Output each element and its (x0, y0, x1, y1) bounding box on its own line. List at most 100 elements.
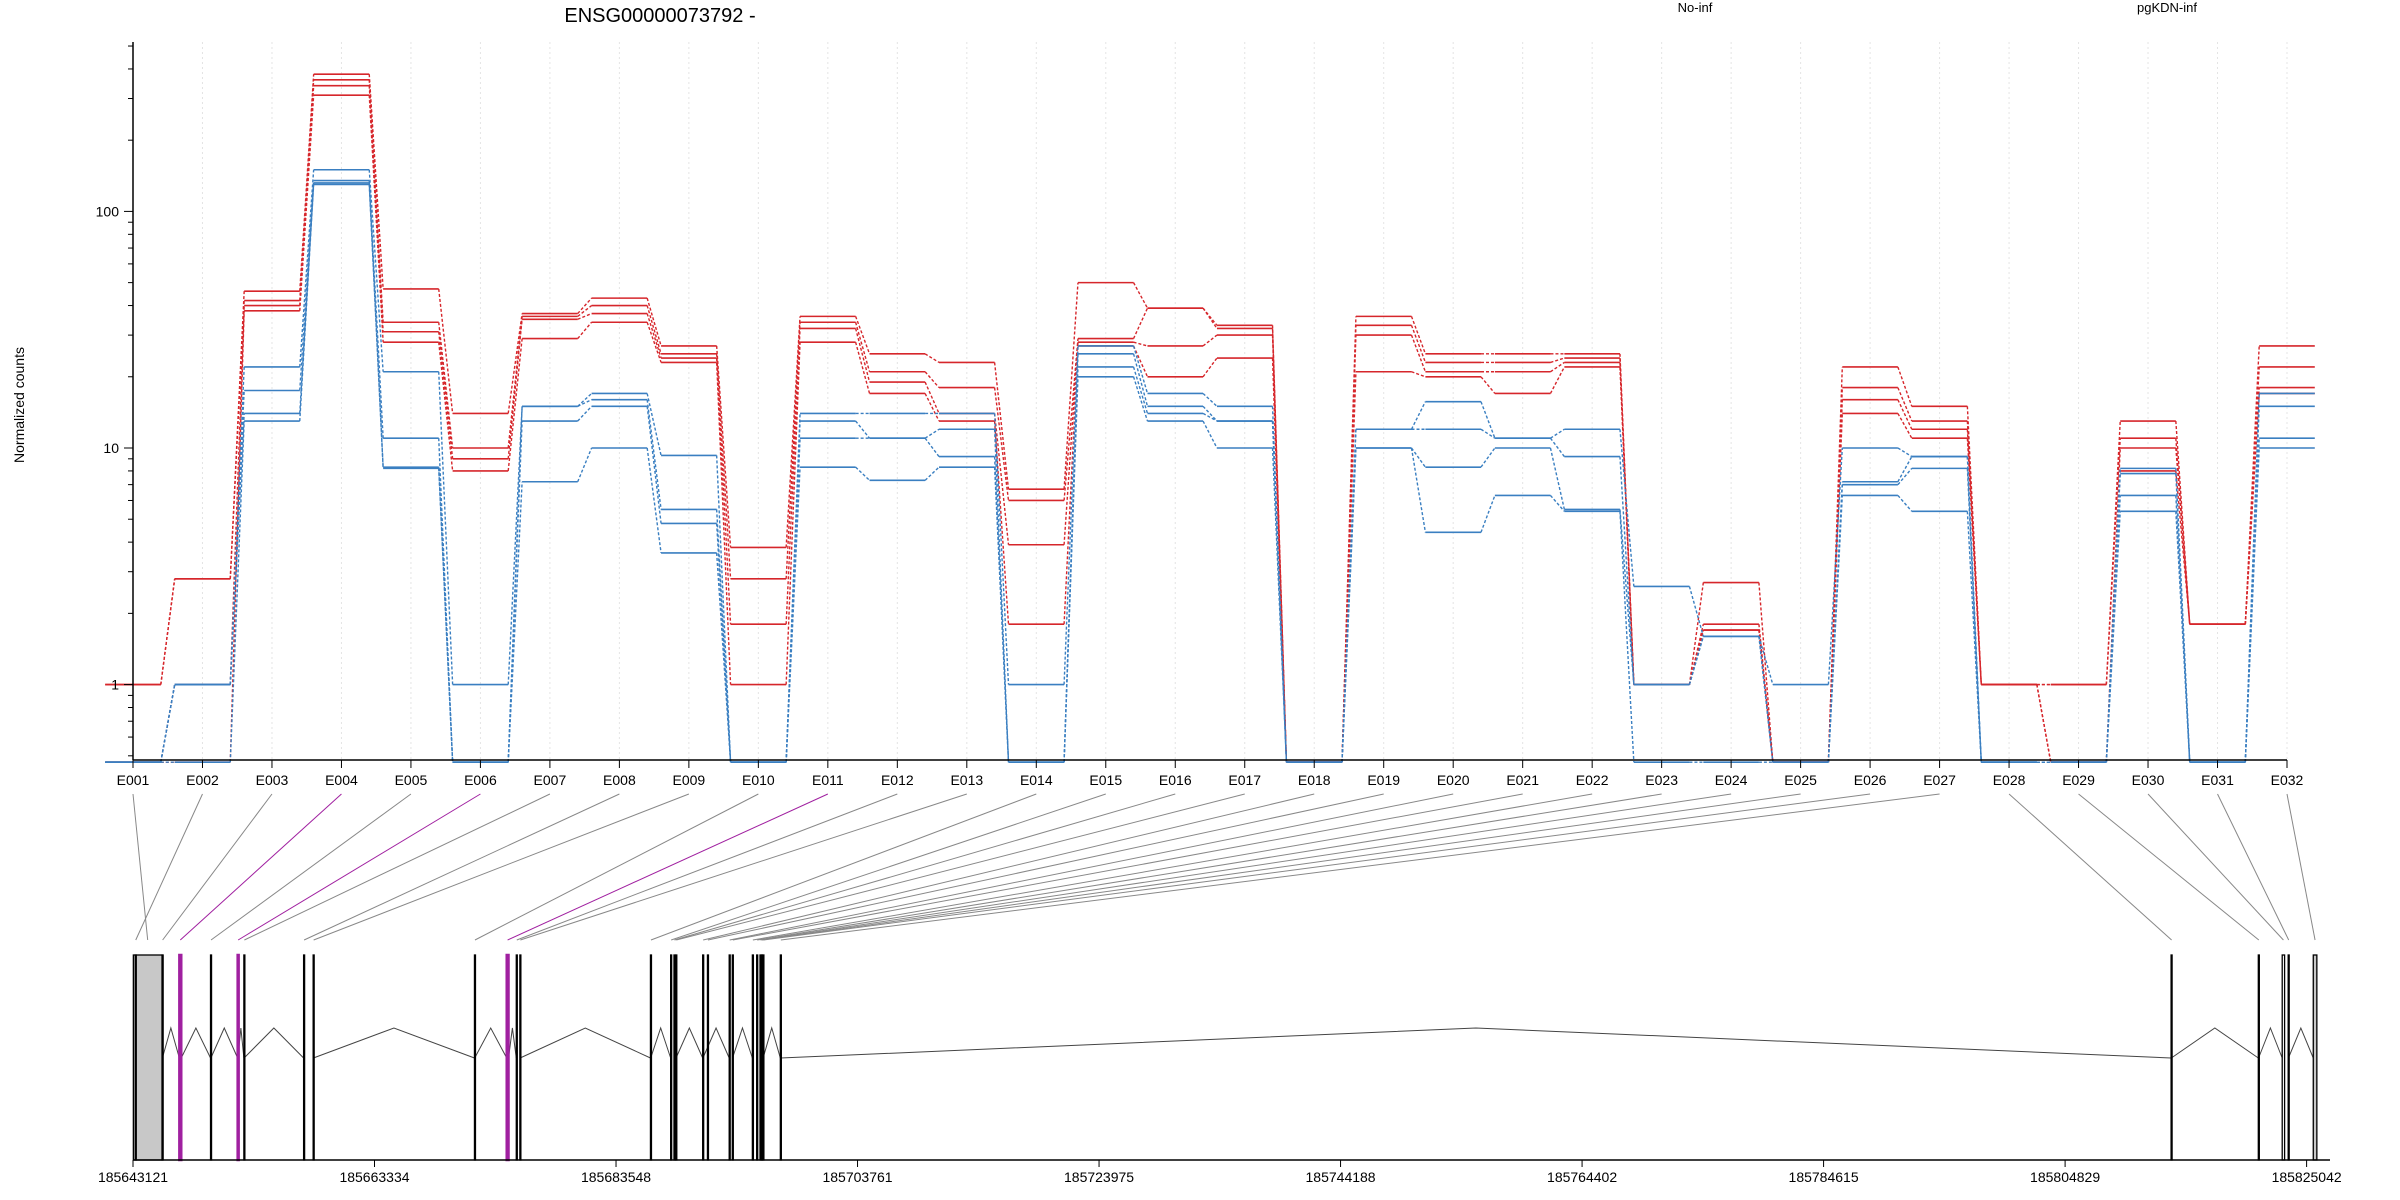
legend-entry-pgkdn-inf: pgKDN-inf (2137, 0, 2197, 15)
y-axis-label: Normalized counts (11, 347, 27, 463)
connector-e026-s2 (1897, 399, 1913, 430)
genomic-tick-label-1: 185663334 (339, 1169, 409, 1185)
x-tick-label-e011: E011 (812, 772, 844, 788)
connector-e004-s3 (368, 95, 384, 343)
connector-e026-s1 (1897, 387, 1913, 422)
connector-e026-s6 (1897, 467, 1913, 486)
connector-e005-s1 (438, 322, 454, 449)
x-tick-label-e024: E024 (1715, 772, 1748, 788)
connector-e015-s0 (1132, 282, 1149, 309)
connector-e012-s7 (924, 466, 940, 481)
connector-e023-s4 (1688, 586, 1705, 637)
connector-e019-s7 (1410, 447, 1427, 533)
connector-e008-s3 (646, 322, 662, 363)
connector-e031-s3 (2244, 393, 2260, 625)
link-e011 (507, 793, 829, 941)
x-tick-label-e012: E012 (881, 772, 914, 788)
x-tick-label-e008: E008 (603, 772, 636, 788)
connector-e002-s6 (229, 413, 245, 685)
connector-e014-s0 (1063, 282, 1079, 490)
exon-e013 (519, 954, 522, 1161)
connector-e007-s1 (577, 304, 593, 317)
connector-e023-s0 (1688, 582, 1705, 685)
connector-e010-s2 (785, 328, 801, 625)
connector-e010-s7 (785, 467, 801, 763)
link-e014 (650, 793, 1037, 941)
connector-e020-s6 (1480, 447, 1496, 468)
connector-e002-s3 (229, 310, 245, 763)
exon-e019 (706, 954, 710, 1161)
x-tick-label-e023: E023 (1645, 772, 1678, 788)
genomic-tick-label-3: 185703761 (822, 1169, 892, 1185)
exon-e014 (649, 954, 653, 1161)
x-tick-label-e028: E028 (1993, 772, 2026, 788)
connector-e020-s4 (1480, 401, 1496, 439)
connector-e009-s3 (715, 362, 732, 685)
connector-e015-s6 (1132, 366, 1149, 414)
link-e005 (210, 793, 412, 941)
junction-8 (519, 1027, 651, 1059)
connector-e021-s6 (1549, 447, 1566, 510)
connector-e006-s7 (507, 481, 523, 763)
x-tick-label-e021: E021 (1506, 772, 1539, 788)
link-e024 (760, 793, 1732, 941)
connector-e014-s1 (1063, 338, 1079, 501)
connector-e007-s5 (577, 399, 592, 407)
gene-model (132, 953, 2318, 1162)
connector-e016-s3 (1202, 357, 1218, 378)
genomic-tick-label-2: 185683548 (581, 1169, 651, 1185)
connector-e016-s1 (1202, 307, 1218, 329)
x-tick-label-e002: E002 (186, 772, 219, 788)
exon-e002 (134, 954, 137, 1161)
connector-e019-s4 (1410, 401, 1427, 430)
y-tick-label-10: 10 (103, 440, 119, 456)
x-tick-label-e014: E014 (1020, 772, 1053, 788)
connector-e007-s0 (577, 297, 593, 315)
connector-e030-s0 (2175, 420, 2191, 625)
connector-e012-s6 (924, 437, 940, 457)
junction-9 (650, 1026, 672, 1059)
connector-e015-s5 (1132, 353, 1149, 407)
connector-e024-s6 (1758, 636, 1774, 763)
connector-e008-s4 (646, 393, 662, 456)
connector-e024-s4 (1758, 636, 1774, 685)
x-tick-label-e016: E016 (1159, 772, 1192, 788)
connector-e016-s4 (1202, 392, 1218, 407)
junction-6 (474, 1026, 508, 1059)
connector-e011-s0 (854, 316, 871, 355)
exon-e008 (302, 954, 306, 1161)
connector-e006-s0 (507, 313, 523, 414)
junction-5 (313, 1027, 475, 1059)
connector-e005-s7 (438, 468, 454, 763)
exon-e018 (702, 954, 705, 1161)
exon-e022 (751, 954, 755, 1161)
chart-title: ENSG00000073792 - (564, 5, 755, 27)
series-replicate-5 (105, 179, 2315, 763)
connector-e025-s3 (1827, 413, 1844, 763)
connector-e023-s6 (1688, 636, 1705, 685)
x-axis-ticks: E001 E002 E003 E004 E005 E006 E007 E008 E009 E010… (117, 760, 2304, 788)
x-tick-label-e007: E007 (534, 772, 567, 788)
exon-e026 (762, 954, 765, 1161)
exon-e005 (209, 954, 213, 1161)
exon-connector-lines (132, 793, 2316, 941)
connector-e007-s4 (577, 392, 593, 407)
connector-e011-s5 (855, 420, 871, 439)
link-e032 (2286, 793, 2316, 941)
series-replicate-3 (105, 94, 2315, 763)
connector-e014-s2 (1063, 342, 1079, 545)
connector-e021-s1 (1550, 357, 1565, 364)
connector-e005-s4 (438, 371, 454, 685)
connector-e006-s2 (507, 319, 523, 459)
exon-e012 (515, 954, 518, 1161)
link-e019 (707, 793, 1384, 941)
x-tick-label-e026: E026 (1854, 772, 1887, 788)
junction-2 (210, 1026, 239, 1059)
connector-e010-s0 (785, 316, 801, 548)
connector-e009-s1 (715, 353, 732, 579)
connector-e018-s2 (1341, 335, 1357, 763)
connector-e013-s2 (993, 413, 1010, 545)
link-e018 (703, 793, 1315, 941)
x-tick-label-e027: E027 (1923, 772, 1956, 788)
link-e016 (674, 793, 1176, 941)
